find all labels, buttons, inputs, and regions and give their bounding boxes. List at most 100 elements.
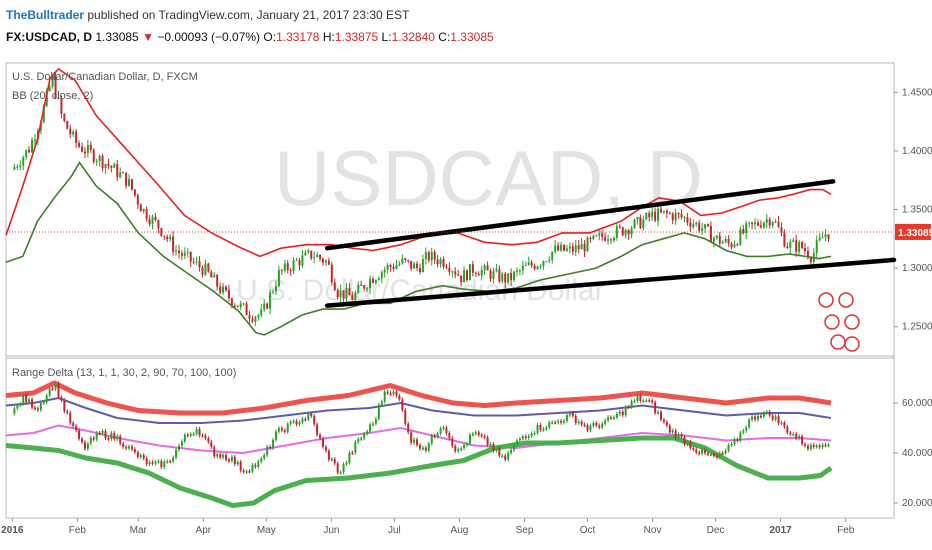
candle-body (548, 259, 551, 262)
candle-body (604, 236, 607, 241)
rd-bar (28, 399, 31, 403)
rd-bar (792, 434, 795, 436)
rd-bar (642, 400, 645, 402)
candle-body (351, 295, 354, 301)
rd-bar (116, 436, 119, 440)
rd-bar (812, 444, 815, 447)
rd-bar (242, 470, 245, 473)
candle-body (316, 255, 319, 258)
rd-bar (803, 443, 806, 446)
rd-bar (354, 441, 357, 453)
candle-body (407, 260, 410, 262)
publish-line: TheBulltrader published on TradingView.c… (6, 8, 409, 22)
rd-bar (36, 408, 39, 410)
candle-body (22, 157, 25, 166)
upper-trendline (324, 179, 836, 251)
range-delta-oscillator (13, 381, 830, 475)
candle-body (803, 247, 806, 252)
rd-bar (471, 433, 474, 436)
us-flag-icon[interactable] (830, 334, 846, 350)
candle-body (169, 236, 172, 240)
rd-bar (263, 455, 266, 459)
rd-bar (739, 432, 742, 441)
us-flag-icon[interactable] (844, 336, 860, 352)
candle-body (774, 221, 777, 223)
rd-bar (633, 400, 636, 403)
rd-bar (86, 443, 89, 449)
rd-bar (357, 439, 360, 442)
candle-body (130, 179, 133, 190)
candle-body (733, 244, 736, 248)
rd-bar (301, 418, 304, 423)
rd-bar (574, 415, 577, 423)
candle-body (568, 246, 571, 249)
rd-bar (698, 452, 701, 454)
lower-trendline (324, 257, 897, 308)
rd-bar (183, 434, 186, 442)
candle-body (595, 235, 598, 237)
candle-body (333, 282, 336, 291)
rd-bar (54, 383, 57, 390)
rd-bar (424, 447, 427, 451)
candle-body (627, 230, 630, 235)
rd-bar (480, 434, 483, 437)
main-legend-title[interactable]: U.S. Dollar/Canadian Dollar, D, FXCM (12, 71, 198, 83)
rd-bar (468, 434, 471, 444)
change-value: −0.00093 (−0.07%) (157, 30, 261, 44)
rd-bar (148, 462, 151, 465)
candle-body (386, 265, 389, 270)
rd-bar (489, 444, 492, 446)
rd-bar (207, 438, 210, 442)
candle-body (336, 290, 339, 298)
symbol-label[interactable]: FX:USDCAD, D (6, 30, 92, 44)
rd-bar (730, 443, 733, 446)
candle-body (69, 128, 72, 135)
candle-body (86, 144, 89, 153)
candle-body (565, 248, 568, 251)
candle-body (583, 243, 586, 252)
canada-flag-icon[interactable] (824, 314, 840, 330)
rd-bar (539, 425, 542, 430)
rd-bar (463, 444, 466, 449)
candle-body (683, 217, 686, 219)
rd-bar (786, 426, 789, 433)
rd-bar (22, 394, 25, 405)
rd-bar (201, 435, 204, 437)
rd-bar (45, 395, 48, 403)
canada-flag-icon[interactable] (818, 292, 834, 308)
rd-bar (169, 461, 172, 463)
candle-body (589, 237, 592, 239)
open-value: 1.33178 (276, 30, 320, 44)
lower-legend-indicator[interactable]: Range Delta (13, 1, 1, 30, 2, 90, 70, 10… (12, 367, 236, 379)
author-link[interactable]: TheBulltrader (6, 8, 85, 22)
rd-bar (345, 462, 348, 465)
rd-bar (407, 423, 410, 433)
candle-body (175, 250, 178, 252)
event-markers[interactable] (818, 292, 860, 352)
candle-body (448, 267, 451, 272)
lower-value-axis: 20.0000 40.0000 60.0000 (894, 398, 932, 509)
candle-body (201, 267, 204, 275)
range-delta-lines (5, 380, 833, 508)
candle-body (31, 140, 34, 153)
rd-bar (668, 425, 671, 433)
rd-bar (198, 428, 201, 436)
rd-bar (436, 433, 439, 437)
rd-bar (586, 425, 589, 431)
rd-bar (827, 444, 830, 447)
candle-body (172, 236, 175, 252)
candle-body (651, 211, 654, 218)
main-legend-indicator[interactable]: BB (20, close, 2) (12, 90, 93, 102)
candle-body (25, 150, 28, 158)
time-tick-label: 2016 (1, 525, 24, 536)
candle-body (821, 237, 824, 239)
us-flag-icon[interactable] (844, 314, 860, 330)
trendlines (324, 179, 897, 308)
us-flag-icon[interactable] (838, 292, 854, 308)
rd-bar (119, 436, 122, 444)
rd-bar (718, 452, 721, 458)
rd-bar (783, 422, 786, 427)
rd-bar (536, 425, 539, 433)
rd-bar (289, 421, 292, 424)
